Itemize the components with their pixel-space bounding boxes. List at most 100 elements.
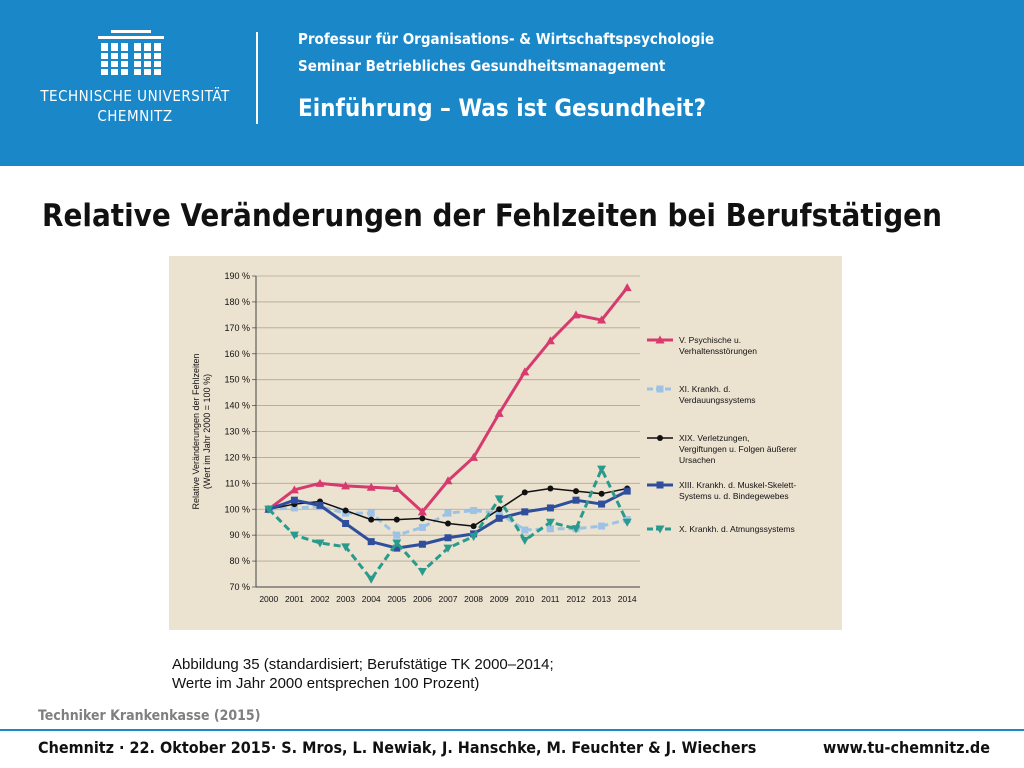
header-divider	[256, 32, 258, 124]
data-point-series-2	[444, 509, 452, 517]
y-tick-label: 70 %	[229, 582, 250, 592]
y-tick-label: 110 %	[225, 478, 250, 488]
header-seminar: Seminar Betriebliches Gesundheitsmanagem…	[298, 57, 666, 75]
data-point-series-2	[546, 525, 554, 533]
y-tick-label: 150 %	[224, 375, 250, 385]
data-point-series-4	[598, 500, 606, 508]
x-tick-label: 2011	[541, 594, 560, 604]
data-point-series-1	[469, 452, 479, 461]
data-point-series-5	[417, 567, 427, 576]
data-point-series-4	[290, 496, 298, 504]
y-axis-title-line1: Relative Veränderungen der Fehlzeiten	[191, 353, 201, 509]
data-point-series-3	[470, 523, 477, 530]
data-point-series-3	[521, 489, 528, 496]
x-tick-label: 2004	[362, 594, 381, 604]
y-tick-label: 120 %	[224, 452, 250, 462]
y-tick-label: 130 %	[224, 427, 250, 437]
data-point-series-1	[571, 310, 581, 319]
data-point-series-5	[571, 525, 581, 534]
data-point-series-3	[419, 515, 426, 522]
data-point-series-5	[392, 539, 402, 548]
data-point-series-4	[521, 508, 529, 516]
caption-line2: Werte im Jahr 2000 entsprechen 100 Proze…	[172, 675, 480, 692]
data-point-series-5	[545, 518, 555, 527]
y-tick-label: 80 %	[229, 556, 250, 566]
legend-label: Vergiftungen u. Folgen äußerer	[679, 444, 797, 454]
footer-website-link[interactable]: www.tu-chemnitz.de	[823, 738, 990, 757]
header-chair: Professur für Organisations- & Wirtschaf…	[298, 30, 715, 48]
data-point-series-4	[623, 487, 631, 495]
data-point-series-1	[341, 481, 351, 490]
legend-label: X. Krankh. d. Atmungssystems	[679, 524, 795, 534]
x-tick-label: 2002	[311, 594, 330, 604]
data-point-series-2	[470, 507, 478, 515]
data-point-series-4	[546, 504, 554, 512]
data-point-series-5	[597, 465, 607, 474]
legend-label: XIII. Krankh. d. Muskel-Skelett-	[679, 480, 796, 490]
y-axis-title: Relative Veränderungen der Fehlzeiten (We…	[191, 353, 212, 509]
data-point-series-2	[418, 523, 426, 531]
data-point-series-3	[393, 516, 400, 523]
y-axis-title-line2: (Wert im Jahr 2000 = 100 %)	[202, 374, 212, 489]
data-point-series-1	[494, 408, 504, 417]
data-point-series-3	[496, 506, 503, 513]
header-topic-title: Einführung – Was ist Gesundheit?	[298, 94, 707, 122]
legend-swatch-marker	[657, 435, 663, 441]
data-point-series-3	[547, 485, 554, 492]
legend-label: V. Psychische u.	[679, 335, 741, 345]
y-tick-label: 160 %	[224, 349, 250, 359]
x-tick-label: 2003	[336, 594, 355, 604]
data-point-series-4	[393, 544, 401, 552]
chart-background	[169, 256, 842, 630]
x-tick-label: 2001	[285, 594, 304, 604]
data-point-series-5	[622, 518, 632, 527]
y-tick-label: 170 %	[224, 323, 250, 333]
x-tick-label: 2008	[464, 594, 483, 604]
x-tick-label: 2014	[618, 594, 637, 604]
data-point-series-4	[495, 514, 503, 522]
y-tick-label: 180 %	[224, 297, 250, 307]
x-tick-label: 2010	[515, 594, 534, 604]
data-point-series-1	[622, 283, 632, 292]
x-tick-label: 2000	[259, 594, 278, 604]
legend-label: Systems u. d. Bindegewebes	[679, 491, 789, 501]
x-tick-label: 2005	[387, 594, 406, 604]
data-point-series-5	[520, 536, 530, 545]
data-point-series-2	[367, 509, 375, 517]
data-point-series-1	[545, 336, 555, 345]
legend-label: Verhaltensstörungen	[679, 346, 757, 356]
data-point-series-2	[521, 526, 529, 534]
data-point-series-3	[368, 516, 375, 523]
y-tick-label: 140 %	[224, 401, 250, 411]
data-point-series-3	[445, 520, 451, 527]
data-point-series-5	[315, 539, 325, 548]
legend-swatch-marker	[656, 385, 664, 393]
data-point-series-3	[573, 488, 579, 495]
data-point-series-5	[264, 505, 274, 514]
x-tick-label: 2006	[413, 594, 432, 604]
data-point-series-5	[366, 575, 376, 584]
data-point-series-1	[366, 482, 376, 491]
x-tick-label: 2007	[439, 594, 458, 604]
data-point-series-2	[598, 522, 606, 530]
data-point-series-4	[572, 496, 580, 504]
data-point-series-3	[342, 507, 349, 514]
data-point-series-4	[444, 534, 452, 542]
figure-caption: Abbildung 35 (standardisiert; Berufstäti…	[172, 655, 554, 693]
data-point-series-5	[443, 544, 453, 553]
data-point-series-5	[289, 531, 299, 540]
data-point-series-2	[290, 504, 298, 512]
y-tick-label: 90 %	[229, 530, 250, 540]
caption-line1: Abbildung 35 (standardisiert; Berufstäti…	[172, 656, 554, 673]
x-tick-label: 2009	[490, 594, 509, 604]
x-tick-label: 2013	[592, 594, 611, 604]
y-tick-label: 100 %	[224, 504, 250, 514]
university-building-icon	[98, 30, 164, 75]
university-name-line2: CHEMNITZ	[97, 107, 173, 125]
legend-swatch-marker	[655, 525, 665, 534]
data-point-series-2	[393, 531, 401, 539]
legend-swatch-marker	[655, 335, 665, 344]
line-chart: 190 % 180 % 170 % 160 % 150 % 140 % 130 % 120 %…	[169, 256, 842, 630]
slide-title: Relative Veränderungen der Fehlzeiten be…	[42, 198, 942, 234]
data-point-series-1	[392, 484, 402, 493]
